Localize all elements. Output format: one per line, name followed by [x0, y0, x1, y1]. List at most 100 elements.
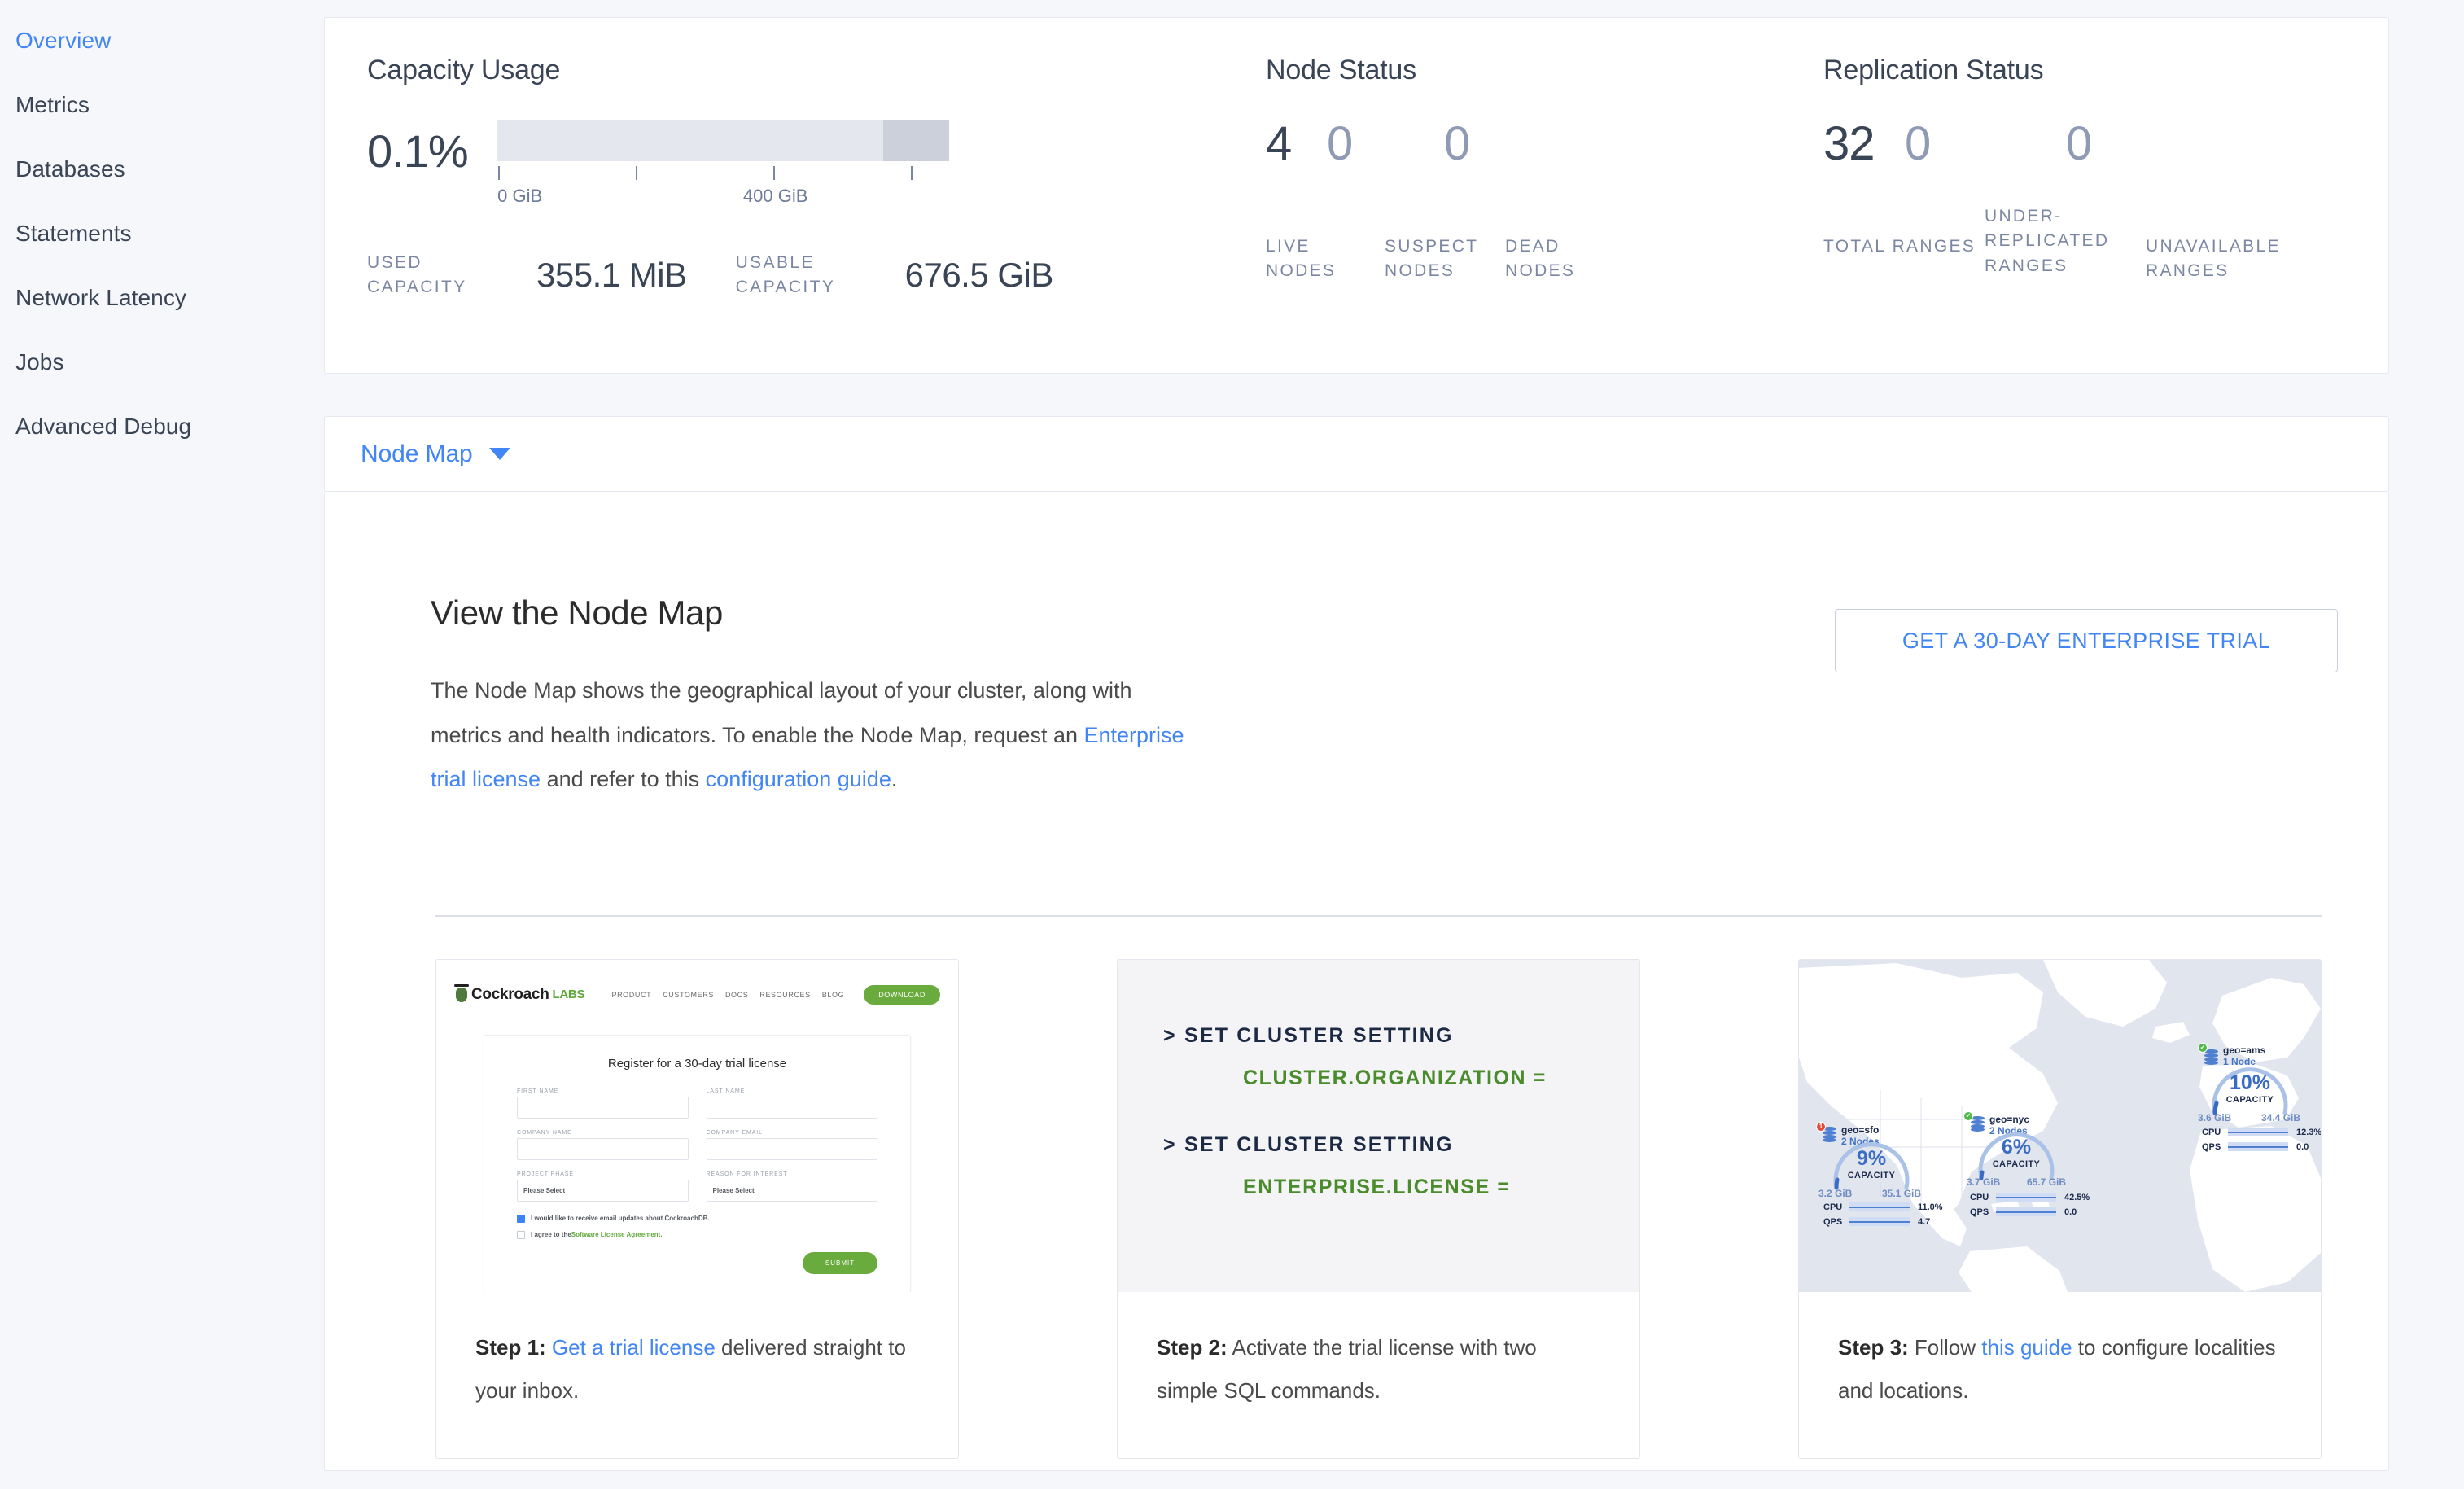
crl-nav-customers[interactable]: CUSTOMERS — [663, 990, 714, 999]
healthy-badge-icon-ams: ✓ — [2198, 1042, 2208, 1053]
dead-nodes-label: Dead Nodes — [1505, 237, 1576, 281]
qps-sparkline-nyc — [1996, 1207, 2056, 1217]
sidebar-item-advanced-debug[interactable]: Advanced Debug — [15, 414, 192, 439]
step-card-1: Cockroach LABS PRODUCT CUSTOMERS DOCS RE… — [435, 958, 959, 1459]
dead-nodes-cell: 0 — [1444, 120, 1470, 168]
usable-capacity-value: 676.5 GiB — [904, 256, 1054, 295]
cockroachlabs-registration-screenshot: Cockroach LABS PRODUCT CUSTOMERS DOCS RE… — [436, 959, 958, 1292]
sidebar-item-databases[interactable]: Databases — [15, 156, 125, 182]
crl-nav-product[interactable]: PRODUCT — [611, 990, 652, 999]
crl-field-company-name: COMPANY NAME — [517, 1130, 689, 1165]
cockroach-bug-icon — [454, 983, 469, 1002]
crl-label-project-phase: PROJECT PHASE — [517, 1171, 574, 1177]
crl-input-first-name[interactable] — [517, 1096, 689, 1119]
crl-software-license-link[interactable]: Software License Agreement. — [571, 1231, 663, 1239]
suspect-nodes-value: 0 — [1327, 117, 1353, 170]
capacity-usage-title: Capacity Usage — [367, 55, 561, 85]
cpu-metric-value-ams: 12.3% — [2296, 1127, 2321, 1137]
qps-metric-value-nyc: 0.0 — [2064, 1207, 2077, 1217]
crl-nav-resources[interactable]: RESOURCES — [759, 990, 811, 999]
view-selector-panel: Node Map — [324, 416, 2389, 492]
crl-nav-docs[interactable]: DOCS — [724, 990, 749, 999]
world-map-graphic — [1799, 959, 2321, 1292]
qps-metric-ams: QPS 0.0 — [2202, 1142, 2309, 1152]
capacity-usage-section: Capacity Usage 0.1% — [325, 18, 1224, 373]
sidebar-item-overview[interactable]: Overview — [15, 28, 112, 53]
node-map-dropdown[interactable]: Node Map — [361, 440, 510, 468]
cpu-metric-key-sfo: CPU — [1823, 1202, 1843, 1212]
cpu-metric-sfo: CPU 11.0% — [1823, 1202, 1943, 1212]
cpu-metric-nyc: CPU 42.5% — [1970, 1193, 2090, 1202]
sql-line-3: > SET CLUSTER SETTING — [1163, 1133, 1454, 1157]
sql-code-block: > SET CLUSTER SETTING CLUSTER.ORGANIZATI… — [1118, 960, 1639, 1198]
crl-nav-blog[interactable]: BLOG — [821, 990, 845, 999]
promo-desc-part-2: and refer to this — [541, 767, 706, 792]
crl-input-company-email[interactable] — [706, 1137, 877, 1160]
qps-sparkline-ams — [2228, 1142, 2288, 1152]
cpu-metric-key-ams: CPU — [2202, 1127, 2221, 1137]
crl-form-title: Register for a 30-day trial license — [607, 1056, 787, 1071]
get-a-trial-license-link[interactable]: Get a trial license — [551, 1334, 716, 1360]
capacity-used-sfo: 3.2 GiB — [1818, 1187, 1853, 1199]
crl-field-reason-for-interest: REASON FOR INTEREST Please Select — [706, 1171, 877, 1207]
capacity-total-ams: 34.4 GiB — [2261, 1111, 2301, 1123]
promo-desc-part-3: . — [891, 767, 898, 792]
step-1-prefix: Step 1: — [475, 1334, 546, 1360]
qps-metric-sfo: QPS 4.7 — [1823, 1217, 1930, 1227]
cpu-sparkline-ams — [2228, 1128, 2288, 1137]
capacity-total-sfo: 35.1 GiB — [1882, 1187, 1922, 1199]
used-capacity-stat: Used Capacity 355.1 MiB — [367, 251, 687, 300]
crl-select-project-phase[interactable]: Please Select — [517, 1179, 689, 1202]
crl-form-grid: FIRST NAME LAST NAME COMPANY NAME — [517, 1088, 877, 1207]
total-ranges-label: Total Ranges — [1823, 237, 1976, 256]
qps-metric-key-ams: QPS — [2202, 1141, 2221, 1152]
crl-select-reason-for-interest[interactable]: Please Select — [706, 1179, 877, 1202]
crl-field-project-phase: PROJECT PHASE Please Select — [517, 1171, 689, 1207]
step-1-caption: Step 1: Get a trial license delivered st… — [436, 1292, 958, 1413]
capacity-bar-ticks — [497, 164, 949, 182]
cpu-metric-ams: CPU 12.3% — [2202, 1128, 2321, 1137]
crl-submit-button[interactable]: SUBMIT — [803, 1251, 877, 1274]
page-title: View the Node Map — [431, 593, 723, 632]
capacity-tick-label-mid: 400 GiB — [742, 186, 808, 206]
crl-checkbox-email-updates[interactable]: I would like to receive email updates ab… — [517, 1214, 877, 1223]
sidebar-item-network-latency[interactable]: Network Latency — [15, 285, 187, 310]
crl-label-first-name: FIRST NAME — [517, 1088, 559, 1094]
sidebar-item-metrics[interactable]: Metrics — [15, 92, 90, 117]
crl-checkbox-email-updates-label: I would like to receive email updates ab… — [531, 1215, 710, 1223]
capacity-bar-wrapper: 0 GiB 400 GiB — [497, 120, 949, 208]
used-capacity-label: Used Capacity — [367, 253, 467, 297]
capacity-bar-tick-labels: 0 GiB 400 GiB — [497, 186, 949, 208]
configuration-guide-link[interactable]: configuration guide — [705, 767, 891, 792]
under-replicated-ranges-label: Under-replicated Ranges — [1985, 207, 2110, 275]
usable-capacity-label: Usable Capacity — [735, 253, 836, 297]
map-location-ams: geo=ams 1 Node — [2223, 1044, 2265, 1067]
this-guide-link[interactable]: this guide — [1981, 1334, 2072, 1360]
capacity-bar — [497, 120, 949, 161]
crl-input-company-name[interactable] — [517, 1137, 689, 1160]
section-divider — [435, 914, 2322, 917]
capacity-tick — [497, 166, 500, 180]
capacity-tick — [910, 166, 913, 180]
replication-status-section: Replication Status 32 0 0 Total Ranges U… — [1798, 18, 2388, 373]
crl-download-button[interactable]: DOWNLOAD — [864, 984, 940, 1005]
node-stack-icon-sfo — [1823, 1126, 1836, 1142]
capacity-bar-usable-segment — [883, 120, 949, 161]
capacity-tick — [635, 166, 637, 180]
sidebar-item-statements[interactable]: Statements — [15, 221, 132, 246]
crl-logo-text: Cockroach — [471, 985, 549, 1003]
crl-input-last-name[interactable] — [706, 1096, 877, 1119]
crl-trial-registration-form: Register for a 30-day trial license FIRS… — [484, 1034, 911, 1292]
live-nodes-label: Live Nodes — [1266, 237, 1337, 281]
checkbox-icon — [517, 1214, 525, 1223]
sql-code-gap — [1163, 1088, 1639, 1134]
crl-checkbox-license-agreement[interactable]: I agree to the Software License Agreemen… — [517, 1230, 877, 1239]
replication-status-title: Replication Status — [1823, 55, 2044, 85]
capacity-percent-ams: 10% — [2229, 1071, 2271, 1094]
sidebar-item-jobs[interactable]: Jobs — [15, 349, 64, 374]
node-map-promo-panel: View the Node Map The Node Map shows the… — [324, 492, 2389, 1471]
get-enterprise-trial-button[interactable]: GET A 30-DAY ENTERPRISE TRIAL — [1835, 609, 2338, 672]
enterprise-trial-license-link[interactable]: Enterprise trial license — [431, 722, 1184, 792]
capacity-gauge-sfo — [1833, 1141, 1910, 1190]
